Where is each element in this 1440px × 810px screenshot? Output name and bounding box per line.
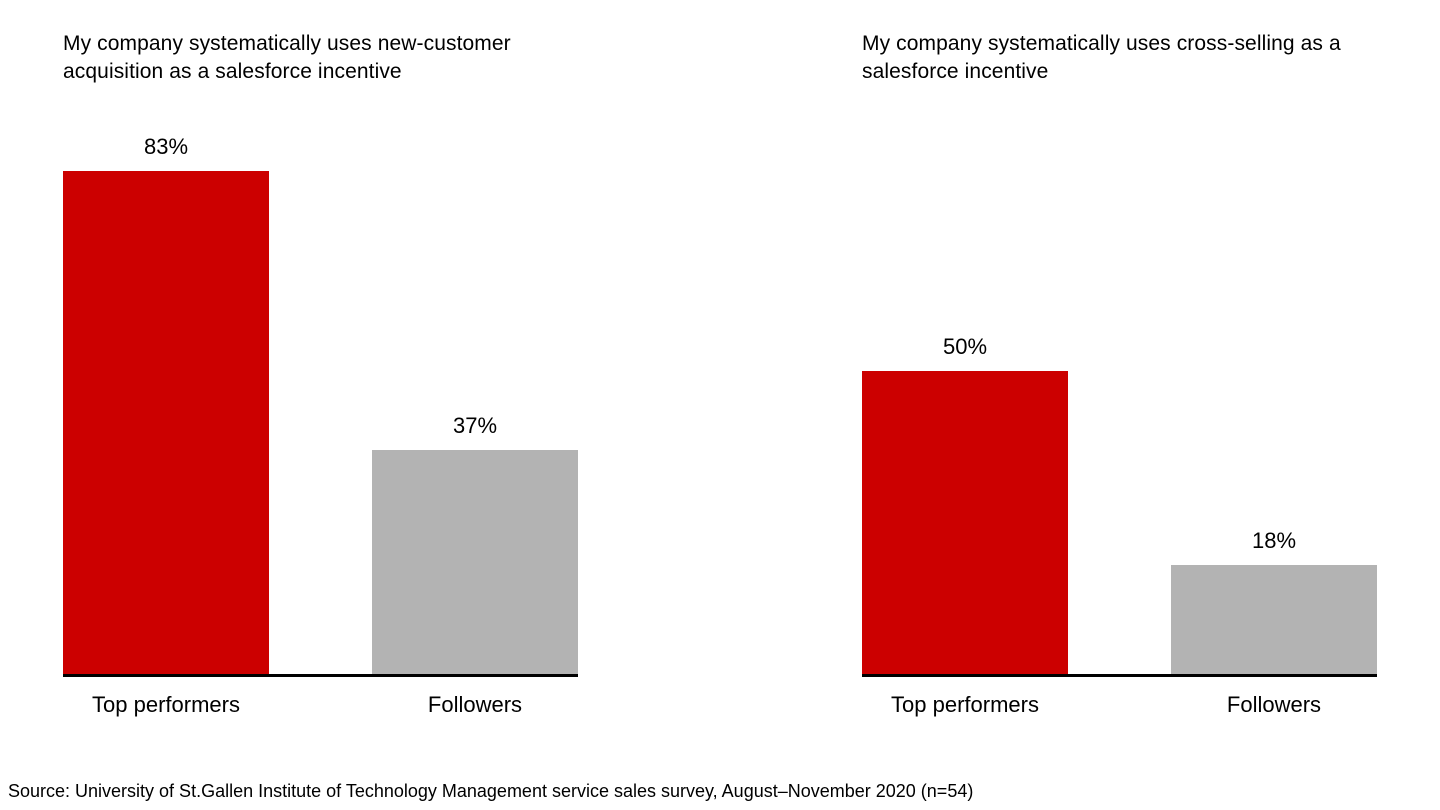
value-label: 18%: [1251, 528, 1297, 554]
category-label-top-performers: Top performers: [891, 692, 1039, 718]
chart-title: My company systematically uses cross-sel…: [862, 32, 1341, 83]
plot-area: 50% 18%: [862, 129, 1377, 678]
category-label-followers: Followers: [1226, 692, 1322, 718]
value-label: 50%: [942, 334, 988, 360]
bar-top-performers: [63, 171, 269, 675]
chart-new-customer-acquisition: My company systematically uses new-custo…: [63, 30, 578, 726]
bar-group-followers: 37%: [372, 413, 578, 675]
value-label: 37%: [452, 413, 498, 439]
source-note: Source: University of St.Gallen Institut…: [8, 781, 974, 801]
bar-followers: [372, 450, 578, 675]
category-label-top-performers: Top performers: [92, 692, 240, 718]
bar-group-followers: 18%: [1171, 528, 1377, 675]
category-axis: Top performers Followers: [862, 692, 1377, 726]
category-axis: Top performers Followers: [63, 692, 578, 726]
category-label-followers: Followers: [427, 692, 523, 718]
plot-area: 83% 37%: [63, 129, 578, 678]
chart-cross-selling: My company systematically uses cross-sel…: [862, 30, 1377, 726]
bar-group-top-performers: 50%: [862, 334, 1068, 675]
value-label: 83%: [143, 134, 189, 160]
chart-title: My company systematically uses new-custo…: [63, 32, 511, 83]
bar-top-performers: [862, 371, 1068, 675]
bar-followers: [1171, 565, 1377, 675]
bar-group-top-performers: 83%: [63, 134, 269, 675]
